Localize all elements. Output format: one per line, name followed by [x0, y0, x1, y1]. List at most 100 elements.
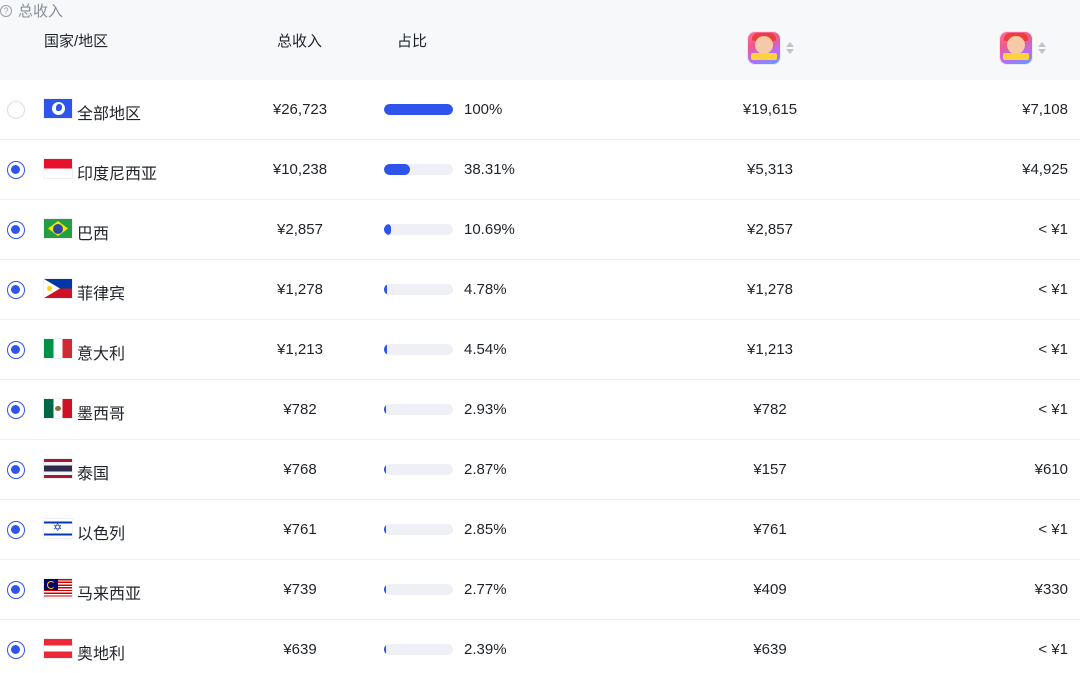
share-progress-fill — [384, 404, 387, 415]
share-progress-fill — [384, 584, 386, 595]
flag-israel-icon — [44, 519, 72, 538]
app-2-revenue-value: ¥4,925 — [1022, 161, 1068, 178]
app-1-revenue-value: ¥409 — [753, 581, 787, 598]
app-icon — [1000, 32, 1032, 64]
row-select-radio[interactable] — [7, 101, 25, 119]
table-row[interactable]: 泰国 ¥768 2.87% ¥157 ¥610 — [0, 440, 1080, 500]
column-header-app-1[interactable] — [748, 32, 794, 64]
country-name: 全部地区 — [77, 106, 142, 123]
flag-italy-icon — [44, 339, 72, 358]
sort-icon[interactable] — [786, 42, 794, 54]
app-1-revenue-value: ¥19,615 — [742, 101, 798, 118]
share-progress-fill — [384, 104, 453, 115]
total-revenue-value: ¥26,723 — [272, 101, 328, 118]
flag-thailand-icon — [44, 459, 72, 478]
row-select-radio[interactable] — [7, 221, 25, 239]
column-header-total-revenue[interactable]: 总收入 — [277, 33, 323, 50]
column-header-share: 占比 — [397, 33, 428, 50]
app-2-revenue-value: < ¥1 — [1038, 341, 1068, 358]
app-icon — [748, 32, 780, 64]
total-revenue-value: ¥2,857 — [277, 221, 323, 238]
share-progress-bar — [384, 224, 453, 235]
country-name: 泰国 — [77, 466, 110, 483]
table-row[interactable]: 巴西 ¥2,857 10.69% ¥2,857 < ¥1 — [0, 200, 1080, 260]
app-1-revenue-value: ¥1,278 — [747, 281, 793, 298]
share-progress-bar — [384, 584, 453, 595]
app-2-revenue-value: ¥610 — [1034, 461, 1068, 478]
row-select-radio[interactable] — [7, 641, 25, 659]
table-row[interactable]: 马来西亚 ¥739 2.77% ¥409 ¥330 — [0, 560, 1080, 620]
share-progress-bar — [384, 164, 453, 175]
total-revenue-value: ¥1,213 — [277, 341, 323, 358]
total-revenue-value: ¥739 — [283, 581, 317, 598]
app-2-revenue-value: < ¥1 — [1038, 221, 1068, 238]
share-progress-fill — [384, 524, 386, 535]
total-revenue-value: ¥1,278 — [277, 281, 323, 298]
row-select-radio[interactable] — [7, 161, 25, 179]
share-progress-fill — [384, 644, 386, 655]
share-progress-bar — [384, 104, 453, 115]
row-select-radio[interactable] — [7, 341, 25, 359]
table-row[interactable]: 印度尼西亚 ¥10,238 38.31% ¥5,313 ¥4,925 — [0, 140, 1080, 200]
table-row[interactable]: 以色列 ¥761 2.85% ¥761 < ¥1 — [0, 500, 1080, 560]
country-name: 菲律宾 — [77, 286, 126, 303]
share-percent: 2.39% — [464, 641, 507, 658]
share-progress-fill — [384, 344, 388, 355]
row-select-radio[interactable] — [7, 401, 25, 419]
share-progress-bar — [384, 524, 453, 535]
row-select-radio[interactable] — [7, 461, 25, 479]
share-percent: 4.78% — [464, 281, 507, 298]
app-1-revenue-value: ¥1,213 — [747, 341, 793, 358]
row-select-radio[interactable] — [7, 581, 25, 599]
app-1-revenue-value: ¥157 — [753, 461, 787, 478]
flag-malaysia-icon — [44, 579, 72, 598]
flag-austria-icon — [44, 639, 72, 658]
row-select-radio[interactable] — [7, 281, 25, 299]
country-name: 墨西哥 — [77, 406, 126, 423]
app-2-revenue-value: ¥7,108 — [1022, 101, 1068, 118]
country-name: 以色列 — [77, 526, 126, 543]
app-1-revenue-value: ¥639 — [753, 641, 787, 658]
share-percent: 2.87% — [464, 461, 507, 478]
app-2-revenue-value: < ¥1 — [1038, 401, 1068, 418]
column-header-app-2[interactable] — [1000, 32, 1046, 64]
flag-brazil-icon — [44, 219, 72, 238]
row-select-radio[interactable] — [7, 521, 25, 539]
share-percent: 2.77% — [464, 581, 507, 598]
table-header: 国家/地区 总收入 占比 ? 总收入 — [0, 0, 1080, 80]
table-row[interactable]: 意大利 ¥1,213 4.54% ¥1,213 < ¥1 — [0, 320, 1080, 380]
share-progress-fill — [384, 224, 392, 235]
table-row[interactable]: 墨西哥 ¥782 2.93% ¥782 < ¥1 — [0, 380, 1080, 440]
country-name: 巴西 — [77, 226, 110, 243]
share-progress-bar — [384, 284, 453, 295]
share-progress-fill — [384, 284, 388, 295]
share-percent: 38.31% — [464, 161, 515, 178]
share-progress-fill — [384, 464, 386, 475]
column-group-total-revenue: ? 总收入 — [0, 0, 1080, 21]
share-percent: 4.54% — [464, 341, 507, 358]
app-2-revenue-value: < ¥1 — [1038, 521, 1068, 538]
total-revenue-value: ¥761 — [283, 521, 317, 538]
sort-icon[interactable] — [1038, 42, 1046, 54]
share-percent: 10.69% — [464, 221, 515, 238]
flag-indonesia-icon — [44, 159, 72, 178]
total-revenue-value: ¥782 — [283, 401, 317, 418]
help-icon[interactable]: ? — [0, 4, 12, 17]
share-percent: 2.93% — [464, 401, 507, 418]
table-row[interactable]: 菲律宾 ¥1,278 4.78% ¥1,278 < ¥1 — [0, 260, 1080, 320]
app-1-revenue-value: ¥761 — [753, 521, 787, 538]
share-progress-bar — [384, 404, 453, 415]
app-1-revenue-value: ¥2,857 — [747, 221, 793, 238]
app-1-revenue-value: ¥782 — [753, 401, 787, 418]
share-progress-bar — [384, 644, 453, 655]
total-revenue-value: ¥10,238 — [272, 161, 328, 178]
country-name: 马来西亚 — [77, 586, 142, 603]
country-name: 印度尼西亚 — [77, 166, 158, 183]
table-row[interactable]: 全部地区 ¥26,723 100% ¥19,615 ¥7,108 — [0, 80, 1080, 140]
table-row[interactable]: 奥地利 ¥639 2.39% ¥639 < ¥1 — [0, 620, 1080, 673]
globe-icon — [44, 99, 72, 118]
app-2-revenue-value: ¥330 — [1034, 581, 1068, 598]
share-progress-fill — [384, 164, 411, 175]
total-revenue-value: ¥639 — [283, 641, 317, 658]
total-revenue-value: ¥768 — [283, 461, 317, 478]
